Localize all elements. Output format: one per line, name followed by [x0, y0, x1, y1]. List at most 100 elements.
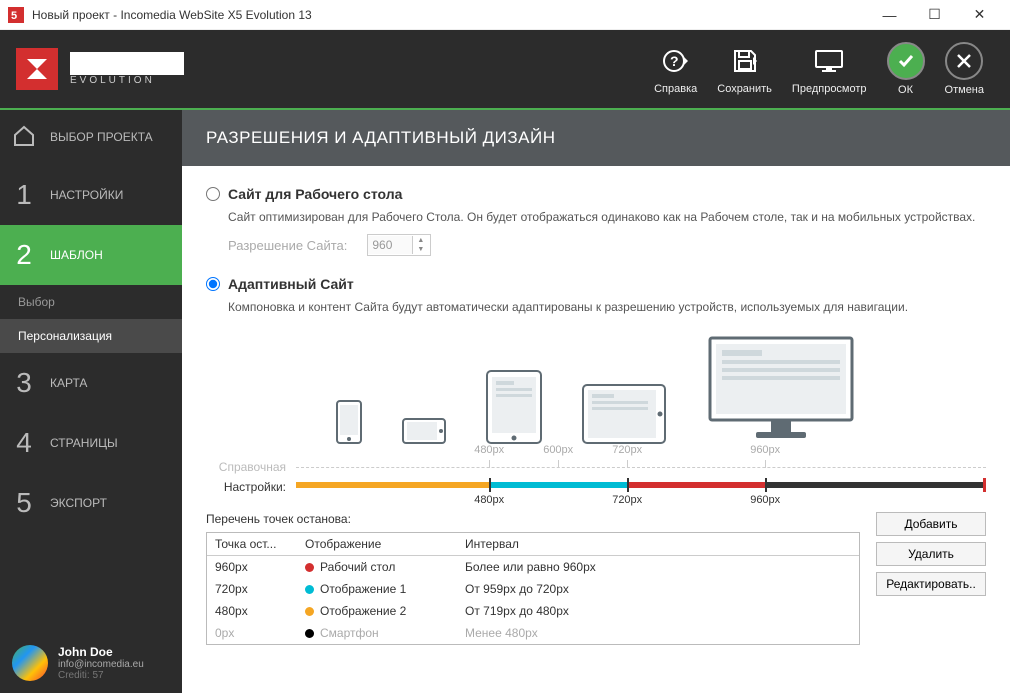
close-button[interactable]: ✕: [957, 1, 1002, 29]
color-dot-icon: [305, 607, 314, 616]
col-header-interval: Интервал: [457, 533, 859, 555]
settings-tick-label: 480px: [474, 494, 504, 506]
svg-text:5: 5: [11, 10, 17, 22]
window-controls: — ☐ ✕: [867, 1, 1002, 29]
titlebar: 5 Новый проект - Incomedia WebSite X5 Ev…: [0, 0, 1010, 30]
cell-breakpoint: 480px: [207, 600, 297, 622]
desktop-desc: Сайт оптимизирован для Рабочего Стола. О…: [228, 210, 986, 224]
reference-tick-label: 480px: [474, 444, 504, 456]
sidebar-step-map[interactable]: 3 КАРТА: [0, 353, 182, 413]
sidebar-step-label: ШАБЛОН: [50, 248, 103, 262]
cell-interval: От 959px до 720px: [457, 578, 859, 600]
cancel-button[interactable]: Отмена: [945, 42, 984, 96]
save-button[interactable]: Сохранить: [717, 43, 772, 95]
resolution-spinner[interactable]: ▲▼: [367, 234, 431, 256]
main-panel: РАЗРЕШЕНИЯ И АДАПТИВНЫЙ ДИЗАЙН Сайт для …: [182, 110, 1010, 693]
table-row[interactable]: 720px Отображение 1 От 959px до 720px: [207, 578, 859, 600]
table-row[interactable]: 960px Рабочий стол Более или равно 960px: [207, 556, 859, 578]
logo-icon: [16, 48, 58, 90]
sidebar-step-project[interactable]: ВЫБОР ПРОЕКТА: [0, 110, 182, 165]
sidebar: ВЫБОР ПРОЕКТА 1 НАСТРОЙКИ 2 ШАБЛОН Выбор…: [0, 110, 182, 693]
spinner-up-icon[interactable]: ▲: [413, 236, 428, 245]
sidebar-substep-personalization[interactable]: Персонализация: [0, 319, 182, 353]
avatar: [12, 645, 48, 681]
color-dot-icon: [305, 585, 314, 594]
sidebar-step-pages[interactable]: 4 СТРАНИЦЫ: [0, 413, 182, 473]
desktop-radio[interactable]: [206, 187, 220, 201]
col-header-display: Отображение: [297, 533, 457, 555]
cell-display: Смартфон: [297, 622, 457, 644]
preview-icon: [811, 43, 847, 79]
cell-breakpoint: 720px: [207, 578, 297, 600]
sidebar-step-template[interactable]: 2 ШАБЛОН: [0, 225, 182, 285]
reference-tick: [627, 460, 628, 468]
settings-segment: [765, 482, 986, 488]
responsive-radio[interactable]: [206, 277, 220, 291]
reference-label: Справочная: [206, 460, 296, 474]
settings-tick[interactable]: [765, 478, 767, 492]
sidebar-step-export[interactable]: 5 ЭКСПОРТ: [0, 473, 182, 533]
col-header-breakpoint: Точка ост...: [207, 533, 297, 555]
minimize-button[interactable]: —: [867, 1, 912, 29]
ok-button[interactable]: ОК: [887, 42, 925, 96]
sidebar-step-label: ЭКСПОРТ: [50, 496, 107, 510]
breakpoint-table: Точка ост... Отображение Интервал 960px …: [206, 532, 860, 645]
settings-label: Настройки:: [206, 480, 296, 494]
help-button[interactable]: ? Справка: [654, 43, 697, 95]
settings-track[interactable]: 480px720px960px: [296, 482, 986, 492]
add-breakpoint-button[interactable]: Добавить: [876, 512, 986, 536]
settings-segment: [627, 482, 765, 488]
logo: WebSite X5 EVOLUTION: [16, 48, 184, 90]
sidebar-step-label: КАРТА: [50, 376, 87, 390]
reference-track: 480px600px720px960px: [296, 462, 986, 472]
color-dot-icon: [305, 629, 314, 638]
phone-portrait-icon: [336, 400, 362, 444]
settings-segment: [296, 482, 489, 488]
cell-interval: Менее 480px: [457, 622, 859, 644]
svg-text:?: ?: [670, 53, 679, 69]
cell-display: Рабочий стол: [297, 556, 457, 578]
settings-tick[interactable]: [627, 478, 629, 492]
sidebar-step-settings[interactable]: 1 НАСТРОЙКИ: [0, 165, 182, 225]
user-block[interactable]: John Doe info@incomedia.eu Crediti: 57: [0, 633, 182, 693]
edit-breakpoint-button[interactable]: Редактировать..: [876, 572, 986, 596]
desktop-icon: [706, 334, 856, 444]
brand-name: WebSite X5: [70, 52, 184, 75]
app-icon: 5: [8, 7, 24, 23]
breakpoint-list-title: Перечень точек останова:: [206, 512, 860, 526]
help-icon: ?: [658, 43, 694, 79]
user-email: info@incomedia.eu: [58, 659, 144, 670]
responsive-desc: Компоновка и контент Сайта будут автомат…: [228, 300, 986, 314]
sidebar-step-label: НАСТРОЙКИ: [50, 188, 123, 202]
delete-breakpoint-button[interactable]: Удалить: [876, 542, 986, 566]
cell-breakpoint: 0px: [207, 622, 297, 644]
cell-interval: Более или равно 960px: [457, 556, 859, 578]
tablet-landscape-icon: [582, 384, 666, 444]
color-dot-icon: [305, 563, 314, 572]
reference-tick: [765, 460, 766, 468]
user-name: John Doe: [58, 645, 144, 659]
resolution-input[interactable]: [368, 236, 412, 254]
table-row[interactable]: 0px Смартфон Менее 480px: [207, 622, 859, 644]
save-icon: [727, 43, 763, 79]
brand-sub: EVOLUTION: [70, 75, 184, 86]
tablet-portrait-icon: [486, 370, 542, 444]
window-title: Новый проект - Incomedia WebSite X5 Evol…: [32, 8, 867, 22]
sidebar-step-label: ВЫБОР ПРОЕКТА: [50, 130, 153, 144]
desktop-radio-label: Сайт для Рабочего стола: [228, 186, 402, 202]
home-icon: [12, 124, 36, 151]
reference-tick-label: 600px: [543, 444, 573, 456]
page-title: РАЗРЕШЕНИЯ И АДАПТИВНЫЙ ДИЗАЙН: [182, 110, 1010, 166]
sidebar-substep-choice[interactable]: Выбор: [0, 285, 182, 319]
cell-display: Отображение 1: [297, 578, 457, 600]
preview-button[interactable]: Предпросмотр: [792, 43, 867, 95]
close-icon: [945, 42, 983, 80]
spinner-down-icon[interactable]: ▼: [413, 245, 428, 254]
settings-tick[interactable]: [489, 478, 491, 492]
phone-landscape-icon: [402, 418, 446, 444]
device-illustration: [206, 334, 986, 444]
reference-tick-label: 960px: [750, 444, 780, 456]
app-header: WebSite X5 EVOLUTION ? Справка Сохранить…: [0, 30, 1010, 110]
table-row[interactable]: 480px Отображение 2 От 719px до 480px: [207, 600, 859, 622]
maximize-button[interactable]: ☐: [912, 1, 957, 29]
